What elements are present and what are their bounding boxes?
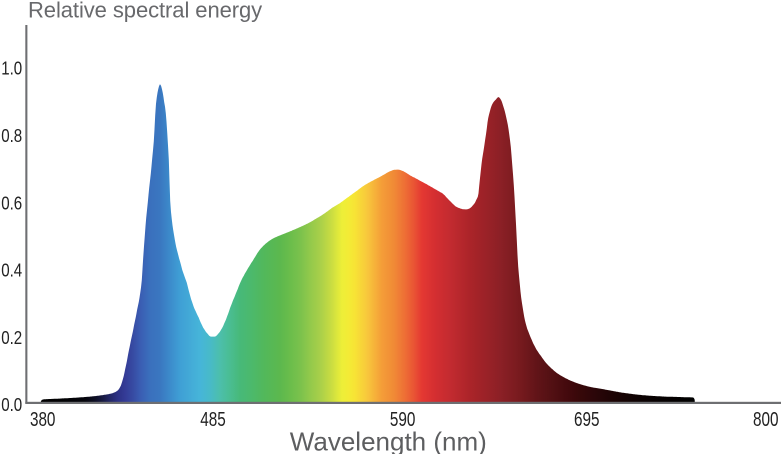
svg-text:590: 590	[390, 409, 416, 431]
svg-text:0.2: 0.2	[1, 328, 22, 348]
svg-text:800: 800	[753, 409, 779, 431]
svg-text:Relative spectral energy: Relative spectral energy	[28, 0, 262, 23]
svg-text:1.0: 1.0	[1, 59, 22, 79]
svg-text:0.6: 0.6	[1, 193, 22, 213]
svg-text:0.8: 0.8	[1, 126, 22, 146]
svg-text:380: 380	[30, 409, 56, 431]
svg-text:485: 485	[200, 409, 226, 431]
svg-text:Wavelength (nm): Wavelength (nm)	[290, 426, 487, 454]
svg-text:695: 695	[574, 409, 600, 431]
svg-text:0.4: 0.4	[1, 261, 22, 281]
svg-text:0.0: 0.0	[1, 395, 22, 415]
